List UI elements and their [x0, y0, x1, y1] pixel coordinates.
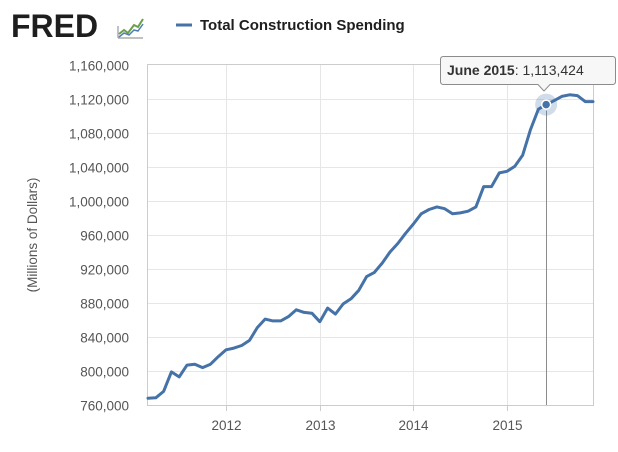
y-tick-label: 960,000 — [80, 229, 129, 244]
fred-graph-icon — [117, 14, 144, 39]
x-axis-ticks: 2012 2013 2014 2015 — [211, 405, 523, 433]
x-tick-label: 2013 — [305, 418, 335, 433]
series-line[interactable] — [146, 93, 595, 400]
y-tick-label: 760,000 — [80, 399, 129, 414]
x-tick-label: 2014 — [398, 418, 429, 433]
tooltip-separator: : — [515, 62, 523, 78]
y-tick-label: 920,000 — [80, 263, 129, 278]
y-tick-label: 1,120,000 — [69, 93, 129, 108]
y-tick-label: 1,000,000 — [69, 195, 129, 210]
y-tick-label: 840,000 — [80, 331, 129, 346]
y-tick-label: 1,080,000 — [69, 127, 129, 142]
tooltip-box — [440, 56, 616, 92]
tooltip-date: June 2015 — [447, 62, 515, 78]
hover-marker[interactable] — [535, 93, 558, 116]
tooltip: June 2015: 1,113,424 — [440, 56, 616, 92]
x-tick-label: 2015 — [492, 418, 522, 433]
legend-label: Total Construction Spending — [200, 17, 405, 34]
svg-text:June 2015: 1,113,424: June 2015: 1,113,424 — [447, 62, 584, 78]
legend[interactable]: Total Construction Spending — [176, 17, 405, 34]
x-tick-label: 2012 — [211, 418, 241, 433]
y-tick-label: 880,000 — [80, 297, 129, 312]
y-axis-ticks: 760,000 800,000 840,000 880,000 920,000 960,0… — [69, 59, 129, 414]
tooltip-value: 1,113,424 — [523, 62, 584, 78]
y-tick-label: 1,160,000 — [69, 59, 129, 74]
y-tick-label: 800,000 — [80, 365, 129, 380]
fred-logo-text: FRED — [11, 8, 98, 44]
fred-logo[interactable]: FRED — [11, 8, 144, 44]
y-axis-title: (Millions of Dollars) — [25, 178, 40, 293]
y-tick-label: 1,040,000 — [69, 161, 129, 176]
series-layer[interactable] — [146, 93, 595, 400]
hover-point[interactable] — [540, 99, 552, 110]
